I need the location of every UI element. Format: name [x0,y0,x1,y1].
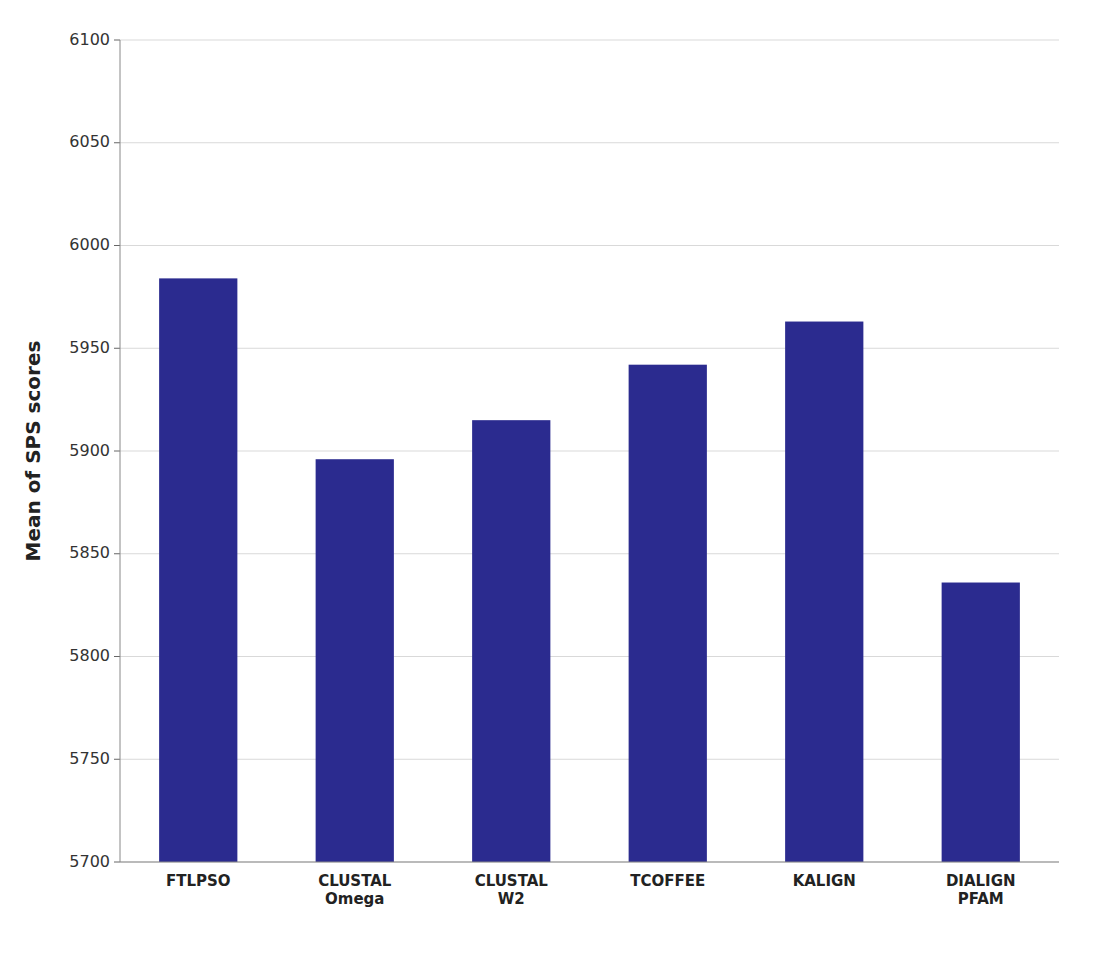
x-tick-label: DIALIGNPFAM [946,872,1016,908]
grid [120,40,1059,862]
x-tick-label-line: FTLPSO [166,872,231,890]
x-tick-label: CLUSTALOmega [318,872,392,908]
bars [159,278,1020,862]
y-axis-line [120,40,121,862]
bar [785,322,863,862]
y-tick [114,553,120,554]
x-axis-line [120,862,1059,863]
grid-line [120,553,1059,554]
y-tick-label: 5800 [69,646,110,665]
y-tick-label: 5750 [69,749,110,768]
x-tick-label-line: TCOFFEE [630,872,705,890]
y-tick-label: 6100 [69,30,110,49]
y-tick [114,759,120,760]
x-tick-label: TCOFFEE [630,872,705,890]
x-tick-label: FTLPSO [166,872,231,890]
y-axis: 5700 5750 5800 5850 5900 5950 6000 6050 6100 [69,30,120,871]
x-tick-label-line: W2 [498,890,525,908]
grid-line [120,348,1059,349]
x-tick-label-line: DIALIGN [946,872,1016,890]
y-tick [114,656,120,657]
x-tick-label-line: PFAM [958,890,1004,908]
grid-line [120,142,1059,143]
x-tick-label: CLUSTALW2 [475,872,549,908]
x-tick-label-line: KALIGN [793,872,856,890]
x-axis: FTLPSOCLUSTALOmegaCLUSTALW2TCOFFEEKALIGN… [166,872,1016,908]
bar [629,365,707,862]
bar [159,278,237,862]
y-tick-label: 5900 [69,441,110,460]
bar [942,583,1020,862]
y-tick [114,40,120,41]
grid-line [120,40,1059,41]
y-tick-label: 5700 [69,852,110,871]
grid-line [120,451,1059,452]
grid-line [120,862,1059,863]
y-tick [114,245,120,246]
chart-container: 5700 5750 5800 5850 5900 5950 6000 6050 6100 FTLP… [0,0,1099,972]
x-tick-label-line: CLUSTAL [475,872,549,890]
grid-line [120,759,1059,760]
y-tick [114,142,120,143]
y-tick-label: 5950 [69,338,110,357]
y-tick-label: 5850 [69,543,110,562]
x-tick-label-line: CLUSTAL [318,872,392,890]
page: {"chart_data": {"type": "bar", "categori… [0,0,1099,972]
y-axis-label: Mean of SPS scores [21,341,45,562]
bar [472,420,550,862]
chart-svg: 5700 5750 5800 5850 5900 5950 6000 6050 6100 FTLP… [0,0,1099,972]
x-tick-label: KALIGN [793,872,856,890]
grid-line [120,245,1059,246]
y-tick-label: 6050 [69,132,110,151]
bar [316,459,394,862]
y-tick-label: 6000 [69,235,110,254]
x-tick-label-line: Omega [325,890,384,908]
y-tick [114,451,120,452]
grid-line [120,656,1059,657]
y-tick [114,348,120,349]
y-tick [114,862,120,863]
